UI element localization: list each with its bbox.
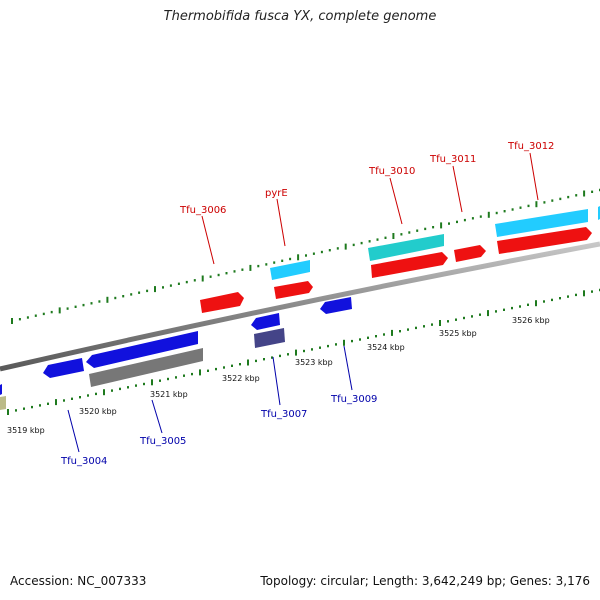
- gene-arrow-tfu-3007-navy[interactable]: [254, 328, 285, 348]
- gene-arrow-edge-khaki[interactable]: [0, 396, 6, 410]
- kbp-label-3521: 3521 kbp: [150, 390, 188, 399]
- gene-label-tfu-3004[interactable]: Tfu_3004: [60, 456, 107, 467]
- reverse-leader-lines: [67, 345, 353, 453]
- kbp-label-3525: 3525 kbp: [439, 329, 477, 338]
- gene-arrow-pyre-red[interactable]: [274, 281, 313, 299]
- kbp-label-3524: 3524 kbp: [367, 343, 405, 352]
- gene-label-tfu-3010[interactable]: Tfu_3010: [368, 166, 415, 177]
- reverse-gene-labels: Tfu_3004 Tfu_3005 Tfu_3007 Tfu_3009: [60, 394, 377, 467]
- gene-arrow-tfu-3006[interactable]: [200, 292, 244, 313]
- kbp-label-3526: 3526 kbp: [512, 316, 550, 325]
- gene-label-tfu-3005[interactable]: Tfu_3005: [139, 436, 186, 447]
- gene-arrow-tfu-3004[interactable]: [43, 358, 84, 378]
- forward-gene-labels: Tfu_3006 pyrE Tfu_3010 Tfu_3011 Tfu_3012: [179, 141, 554, 216]
- gene-arrow-tfu-3011[interactable]: [454, 245, 486, 262]
- kbp-label-3522: 3522 kbp: [222, 374, 260, 383]
- forward-strand-genes: [200, 206, 600, 313]
- gene-arrow-pyre[interactable]: [270, 260, 310, 280]
- kbp-label-3523: 3523 kbp: [295, 358, 333, 367]
- gene-label-tfu-3007[interactable]: Tfu_3007: [260, 409, 307, 420]
- reverse-strand-genes: [0, 297, 352, 410]
- outer-tick-row: [11, 188, 600, 324]
- kbp-scale-labels: 3519 kbp 3520 kbp 3521 kbp 3522 kbp 3523…: [7, 316, 550, 435]
- accession-text: Accession: NC_007333: [10, 574, 147, 588]
- gene-arrow-edge-blue[interactable]: [0, 384, 2, 395]
- gene-arrow-tfu-3010[interactable]: [368, 234, 444, 261]
- genome-backbone: [0, 241, 600, 372]
- kbp-label-3519: 3519 kbp: [7, 426, 45, 435]
- forward-leader-lines: [201, 152, 539, 265]
- gene-label-pyre[interactable]: pyrE: [265, 188, 288, 199]
- gene-arrow-tfu-3012-red[interactable]: [497, 227, 592, 254]
- gene-arrow-tfu-3005[interactable]: [86, 331, 198, 368]
- gene-label-tfu-3006[interactable]: Tfu_3006: [179, 205, 226, 216]
- gene-arrow-tfu-3007[interactable]: [251, 313, 280, 330]
- genome-summary-text: Topology: circular; Length: 3,642,249 bp…: [260, 574, 590, 588]
- gene-arrow-tfu-3012[interactable]: [495, 209, 588, 237]
- gene-arrow-tfu-3010-red[interactable]: [371, 252, 448, 278]
- gene-label-tfu-3009[interactable]: Tfu_3009: [330, 394, 377, 405]
- gene-arrow-tfu-3009[interactable]: [320, 297, 352, 314]
- gene-label-tfu-3012[interactable]: Tfu_3012: [507, 141, 554, 152]
- inner-tick-row: [7, 288, 600, 415]
- kbp-label-3520: 3520 kbp: [79, 407, 117, 416]
- map-title: Thermobifida fusca YX, complete genome: [163, 9, 437, 24]
- gene-arrow-tfu-3005-gray[interactable]: [89, 348, 203, 387]
- gene-label-tfu-3011[interactable]: Tfu_3011: [429, 154, 476, 165]
